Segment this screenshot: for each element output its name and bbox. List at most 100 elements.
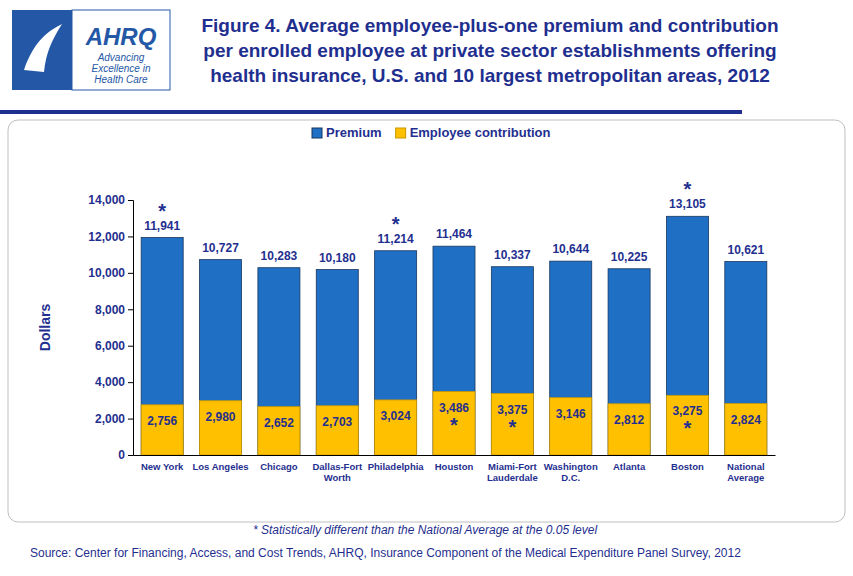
chart: AHRQAdvancingExcellence inHealth CareFig… [0, 0, 853, 576]
significance-flag: * [158, 200, 166, 222]
contribution-bar [316, 406, 358, 455]
data-labels: 11,941*10,72710,28310,18011,214*11,46410… [144, 178, 764, 439]
x-tick: Philadelphia [368, 455, 425, 472]
contribution-bar [608, 404, 650, 455]
x-tick-label: Atlanta [613, 461, 646, 472]
source: Source: Center for Financing, Access, an… [30, 546, 741, 560]
x-tick: Houston [435, 455, 474, 472]
y-tick: 4,000 [95, 375, 133, 389]
y-tick-mark [128, 273, 133, 274]
contribution-bar [666, 395, 708, 455]
data-label: 2,652 [264, 416, 294, 430]
legend-swatch [396, 128, 406, 138]
y-tick-mark [128, 346, 133, 347]
y-tick-label: 14,000 [88, 193, 125, 207]
data-label: 10,337 [494, 248, 531, 262]
contribution-bar [491, 394, 533, 455]
data-label: 2,824 [731, 413, 761, 427]
premium-bar [608, 269, 650, 455]
data-label: 10,644 [552, 242, 589, 256]
significance-flag: * [392, 213, 400, 235]
footnote: * Statistically different than the Natio… [253, 523, 598, 537]
premium-bar [550, 261, 592, 455]
y-tick-mark [128, 419, 133, 420]
x-axis-line [134, 455, 776, 456]
y-tick: 2,000 [95, 412, 133, 426]
significance-flag: * [508, 416, 516, 438]
data-label: 11,464 [436, 227, 472, 241]
premium-bar [200, 260, 242, 455]
x-axis: New York Los Angeles Chicago Dallas-FortWor… [134, 455, 776, 483]
x-tick: Chicago [260, 455, 298, 472]
x-tick-label: Houston [435, 461, 474, 472]
y-tick: 12,000 [88, 230, 133, 244]
x-tick-label: Boston [671, 461, 704, 472]
y-tick: 10,000 [88, 266, 133, 280]
x-tick: New York [141, 455, 184, 472]
logo: AHRQAdvancingExcellence inHealth Care [12, 10, 170, 90]
contribution-bar [375, 400, 417, 455]
y-tick-label: 6,000 [95, 339, 125, 353]
y-tick-label: 8,000 [95, 303, 125, 317]
y-tick-label: 4,000 [95, 375, 125, 389]
data-label: 3,024 [381, 409, 411, 423]
y-tick: 0 [118, 448, 133, 462]
y-tick: 14,000 [88, 193, 133, 207]
bars [141, 216, 767, 455]
x-tick-label: New York [141, 461, 184, 472]
data-label: 3,275 [672, 404, 702, 418]
data-label: 2,980 [206, 410, 236, 424]
x-tick: Boston [671, 455, 704, 472]
legend: PremiumEmployee contribution [312, 125, 551, 140]
premium-bar [725, 262, 767, 455]
y-axis-title: Dollars [37, 304, 53, 352]
y-tick: 8,000 [95, 303, 133, 317]
premium-bar [666, 216, 708, 455]
x-tick: Dallas-FortWorth [312, 455, 362, 483]
title-rule [0, 110, 742, 114]
premium-bar [258, 268, 300, 455]
x-tick-label: Los Angeles [192, 461, 248, 472]
y-tick-mark [128, 200, 133, 201]
y-tick-label: 12,000 [88, 230, 125, 244]
y-axis-line [128, 201, 134, 456]
data-label: 10,283 [261, 249, 298, 263]
legend-swatch [312, 128, 322, 138]
data-label: 2,756 [147, 414, 177, 428]
premium-bar [141, 238, 183, 455]
y-tick-mark [128, 382, 133, 383]
x-tick-label: Chicago [260, 461, 298, 472]
x-tick-label: Philadelphia [368, 461, 425, 472]
contribution-bar [200, 401, 242, 455]
logo-tagline: Advancing [97, 52, 145, 63]
logo-tagline: Excellence in [92, 63, 151, 74]
contribution-bar [141, 405, 183, 455]
data-label: 2,703 [322, 415, 352, 429]
x-tick: Atlanta [613, 455, 646, 472]
data-label: 3,146 [556, 407, 586, 421]
data-label: 10,180 [319, 251, 356, 265]
contribution-bar [433, 392, 475, 455]
premium-bar [491, 267, 533, 455]
logo-eagle [24, 24, 62, 72]
y-axis: 0 2,000 4,000 6,000 8,000 10,000 12,000 14,000 [88, 193, 133, 462]
logo-tagline: Health Care [94, 74, 148, 85]
data-label: 3,375 [497, 403, 527, 417]
significance-flag: * [684, 178, 692, 200]
legend-label: Employee contribution [410, 125, 551, 140]
data-label: 3,486 [439, 401, 469, 415]
x-tick: Los Angeles [192, 455, 248, 472]
x-tick-label: Miami-FortLauderdale [487, 461, 538, 483]
premium-bar [375, 251, 417, 455]
y-tick-label: 10,000 [88, 266, 125, 280]
y-tick-mark [128, 236, 133, 237]
x-tick: WashingtonD.C. [544, 455, 598, 483]
x-tick-label: NationalAverage [727, 461, 764, 483]
x-tick: NationalAverage [727, 455, 764, 483]
logo-box [72, 10, 170, 90]
data-label: 10,621 [727, 243, 764, 257]
data-label: 10,727 [202, 241, 239, 255]
y-tick-mark [128, 309, 133, 310]
contribution-bar [550, 398, 592, 455]
logo-hhs [12, 10, 72, 90]
